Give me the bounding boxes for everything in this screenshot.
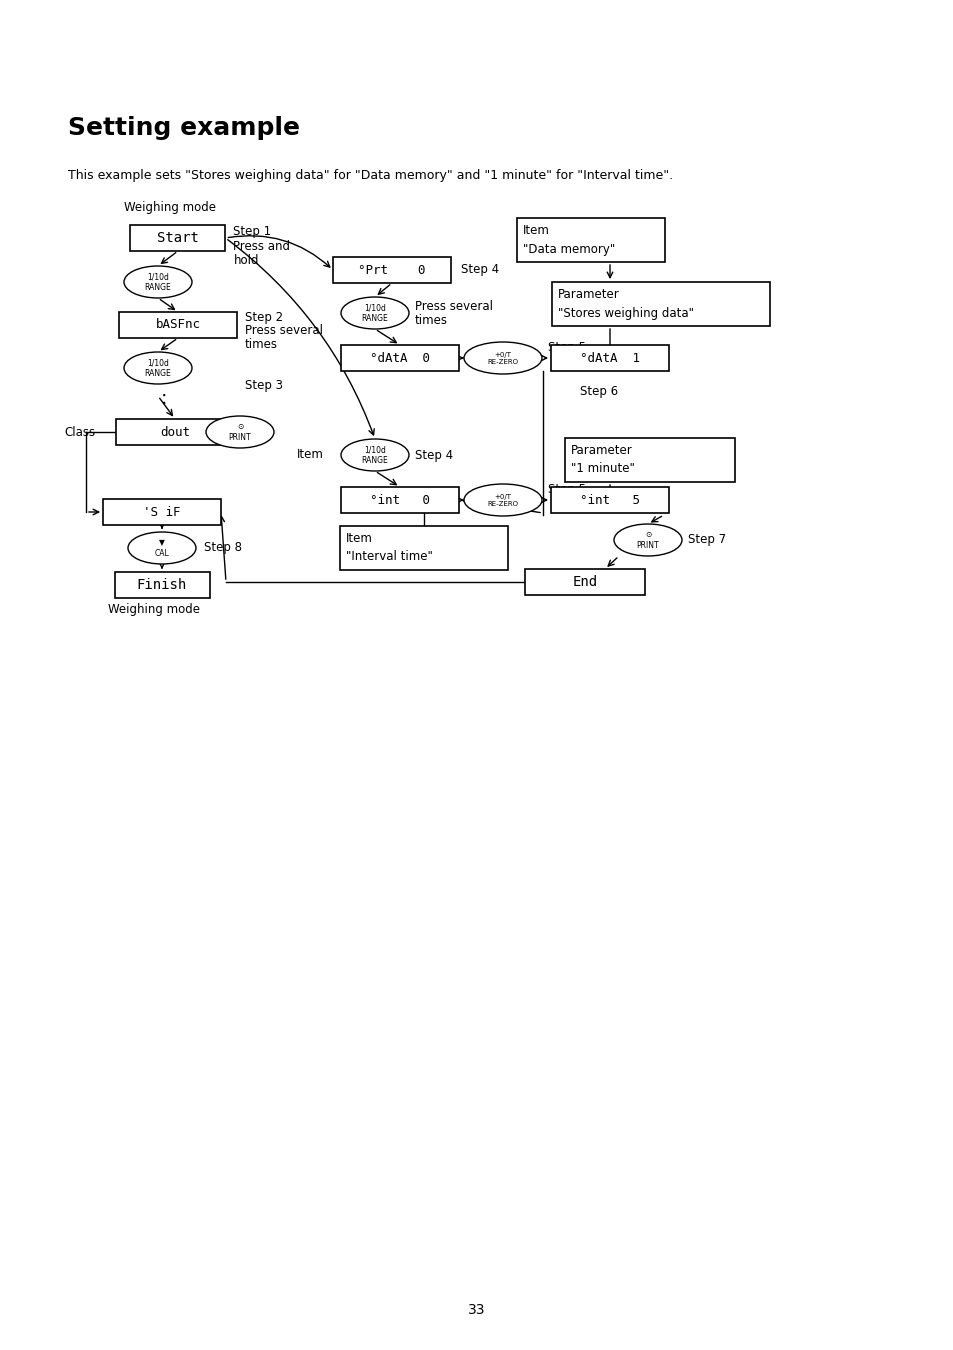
Text: Item
"Data memory": Item "Data memory" xyxy=(522,224,615,255)
Text: Step 1: Step 1 xyxy=(233,225,272,239)
Text: Press and: Press and xyxy=(233,239,291,252)
Ellipse shape xyxy=(614,524,681,556)
Text: Step 6: Step 6 xyxy=(579,386,618,398)
Text: hold: hold xyxy=(233,254,258,266)
Text: Item: Item xyxy=(296,448,323,462)
Text: Step 8: Step 8 xyxy=(204,541,242,555)
Ellipse shape xyxy=(463,485,541,516)
Ellipse shape xyxy=(340,439,409,471)
Text: :: : xyxy=(161,389,167,408)
Bar xyxy=(333,256,451,284)
Text: 1/10d
RANGE: 1/10d RANGE xyxy=(145,358,172,378)
Text: +0/T
RE-ZERO: +0/T RE-ZERO xyxy=(487,494,518,506)
Bar xyxy=(116,418,233,446)
Text: Weighing mode: Weighing mode xyxy=(124,201,215,215)
Text: ⊙
PRINT: ⊙ PRINT xyxy=(636,531,659,549)
Text: 1/10d
RANGE: 1/10d RANGE xyxy=(361,304,388,323)
Text: Weighing mode: Weighing mode xyxy=(108,602,200,616)
Text: Press several: Press several xyxy=(415,301,493,313)
Bar xyxy=(551,487,668,513)
Text: Finish: Finish xyxy=(136,578,187,593)
Bar xyxy=(103,500,221,525)
Bar xyxy=(524,568,644,595)
Bar xyxy=(517,217,664,262)
Text: Press several: Press several xyxy=(245,324,323,338)
Ellipse shape xyxy=(124,352,192,383)
Bar xyxy=(340,487,458,513)
Ellipse shape xyxy=(128,532,195,564)
Ellipse shape xyxy=(340,297,409,329)
Text: times: times xyxy=(415,315,448,328)
Text: This example sets "Stores weighing data" for "Data memory" and "1 minute" for "I: This example sets "Stores weighing data"… xyxy=(68,169,673,181)
Text: °int   0: °int 0 xyxy=(370,494,430,506)
Text: bASFnc: bASFnc xyxy=(155,319,200,332)
Text: 1/10d
RANGE: 1/10d RANGE xyxy=(145,273,172,292)
Text: ▼
CAL: ▼ CAL xyxy=(154,539,170,558)
Text: ⊙
PRINT: ⊙ PRINT xyxy=(229,423,251,441)
Bar xyxy=(119,312,236,338)
Text: °int   5: °int 5 xyxy=(579,494,639,506)
Bar xyxy=(552,282,769,325)
Text: 'S iF: 'S iF xyxy=(143,505,180,518)
Text: Step 5: Step 5 xyxy=(547,342,585,355)
Text: Setting example: Setting example xyxy=(68,116,299,140)
Text: Start: Start xyxy=(157,231,199,244)
Text: 1/10d
RANGE: 1/10d RANGE xyxy=(361,446,388,464)
Bar xyxy=(564,437,734,482)
Bar xyxy=(340,346,458,371)
Text: Step 4: Step 4 xyxy=(460,263,498,277)
Text: Parameter
"1 minute": Parameter "1 minute" xyxy=(571,444,634,475)
Ellipse shape xyxy=(463,342,541,374)
Text: Parameter
"Stores weighing data": Parameter "Stores weighing data" xyxy=(558,289,693,320)
Ellipse shape xyxy=(124,266,192,298)
Text: Step 7: Step 7 xyxy=(687,533,725,547)
Text: Step 3: Step 3 xyxy=(245,378,283,392)
Bar xyxy=(339,526,507,570)
Text: °dAtA  0: °dAtA 0 xyxy=(370,351,430,364)
Bar xyxy=(131,225,225,251)
Text: Step 4: Step 4 xyxy=(415,448,453,462)
Text: 33: 33 xyxy=(468,1303,485,1318)
Text: Step 5: Step 5 xyxy=(547,483,585,497)
Text: °dAtA  1: °dAtA 1 xyxy=(579,351,639,364)
Text: Class: Class xyxy=(65,425,95,439)
Text: °Prt    0: °Prt 0 xyxy=(358,263,425,277)
Text: times: times xyxy=(245,339,277,351)
Text: End: End xyxy=(572,575,597,589)
Bar xyxy=(551,346,668,371)
Text: +0/T
RE-ZERO: +0/T RE-ZERO xyxy=(487,351,518,364)
Ellipse shape xyxy=(206,416,274,448)
Text: dout: dout xyxy=(160,425,190,439)
Text: Item
"Interval time": Item "Interval time" xyxy=(346,532,433,563)
Text: Step 2: Step 2 xyxy=(245,310,283,324)
Bar xyxy=(114,572,210,598)
